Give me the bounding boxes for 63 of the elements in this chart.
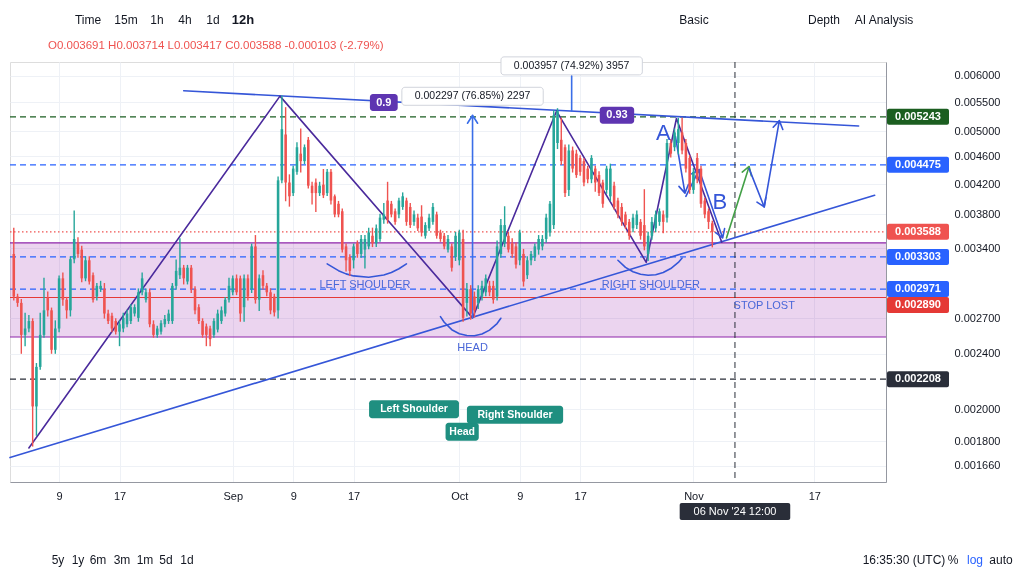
text: 1m <box>136 553 154 567</box>
y-tick-label: 0.004600 <box>954 149 1001 162</box>
text: Depth <box>807 13 841 27</box>
annotation: Left Shoulder <box>380 402 448 415</box>
y-tick-label: 0.005000 <box>954 124 1001 137</box>
y-tick-label: 0.004200 <box>954 177 1001 190</box>
text: % <box>947 553 959 567</box>
annotation: A <box>655 119 671 145</box>
text: Basic <box>679 13 709 27</box>
ref-line-label: 0.003303 <box>895 249 941 262</box>
text: 16:35:30 (UTC) <box>862 553 946 567</box>
text: 5d <box>159 553 173 567</box>
annotation: HEAD <box>457 341 488 354</box>
y-tick-label: 0.002400 <box>954 347 1001 360</box>
ref-line-label: 0.005243 <box>895 109 941 122</box>
y-tick-label: 0.001660 <box>954 459 1001 472</box>
text: 1d <box>180 553 194 567</box>
x-tick-label: 9 <box>56 489 63 502</box>
text: 5y <box>51 553 65 567</box>
y-tick-label: 0.006000 <box>954 69 1001 82</box>
y-tick-label: 0.001800 <box>954 434 1001 447</box>
annotation: 0.9 <box>376 95 392 108</box>
x-tick-label: 17 <box>574 489 587 502</box>
annotation: 0.93 <box>606 108 628 121</box>
annotation: 0.003957 (74.92%) 3957 <box>513 58 630 71</box>
text: Time <box>74 13 102 27</box>
text: auto <box>989 553 1013 567</box>
x-tick-label: 9 <box>517 489 524 502</box>
text: 15m <box>114 13 138 27</box>
ref-line-label: 0.003588 <box>895 224 941 237</box>
ref-line-label: 0.002890 <box>895 298 941 311</box>
annotation: Right Shoulder <box>477 407 553 420</box>
ref-line-label: 0.002971 <box>895 282 941 295</box>
text: 6m <box>89 553 107 567</box>
y-tick-label: 0.005500 <box>954 95 1001 108</box>
ref-line-label: 0.004475 <box>895 157 941 170</box>
text: 1h <box>150 13 164 27</box>
annotation: B <box>712 189 728 214</box>
ref-line-label: 06 Nov '24 12:00 <box>693 504 777 517</box>
text: log <box>966 553 984 567</box>
x-tick-label: 9 <box>290 489 297 502</box>
x-tick-label: 17 <box>347 489 361 502</box>
x-tick-label: Oct <box>451 489 469 502</box>
text: 3m <box>113 553 131 567</box>
chart-subtitle: O0.003691 H0.003714 L0.003417 C0.003588 -0.000103 (-2.79%) <box>48 39 384 51</box>
annotation: 0.002297 (76.85%) 2297 <box>414 89 531 102</box>
y-tick-label: 0.003800 <box>954 207 1001 220</box>
annotation: LEFT SHOULDER <box>319 277 411 290</box>
x-tick-label: 17 <box>113 489 127 502</box>
y-tick-label: 0.002700 <box>954 311 1001 324</box>
ref-line-label: 0.002208 <box>895 372 941 385</box>
text: 1d <box>206 13 220 27</box>
text: AI Analysis <box>854 13 914 27</box>
annotation: RIGHT SHOULDER <box>601 277 701 290</box>
y-tick-label: 0.003400 <box>954 241 1001 254</box>
text: 12h <box>231 12 255 27</box>
annotation: Head <box>449 424 475 437</box>
y-tick-label: 0.002000 <box>954 402 1001 415</box>
x-tick-label: Sep <box>223 489 244 502</box>
text: 4h <box>178 13 192 27</box>
x-tick-label: 17 <box>808 489 821 502</box>
text: 1y <box>71 553 85 567</box>
x-tick-label: Nov <box>684 489 705 502</box>
